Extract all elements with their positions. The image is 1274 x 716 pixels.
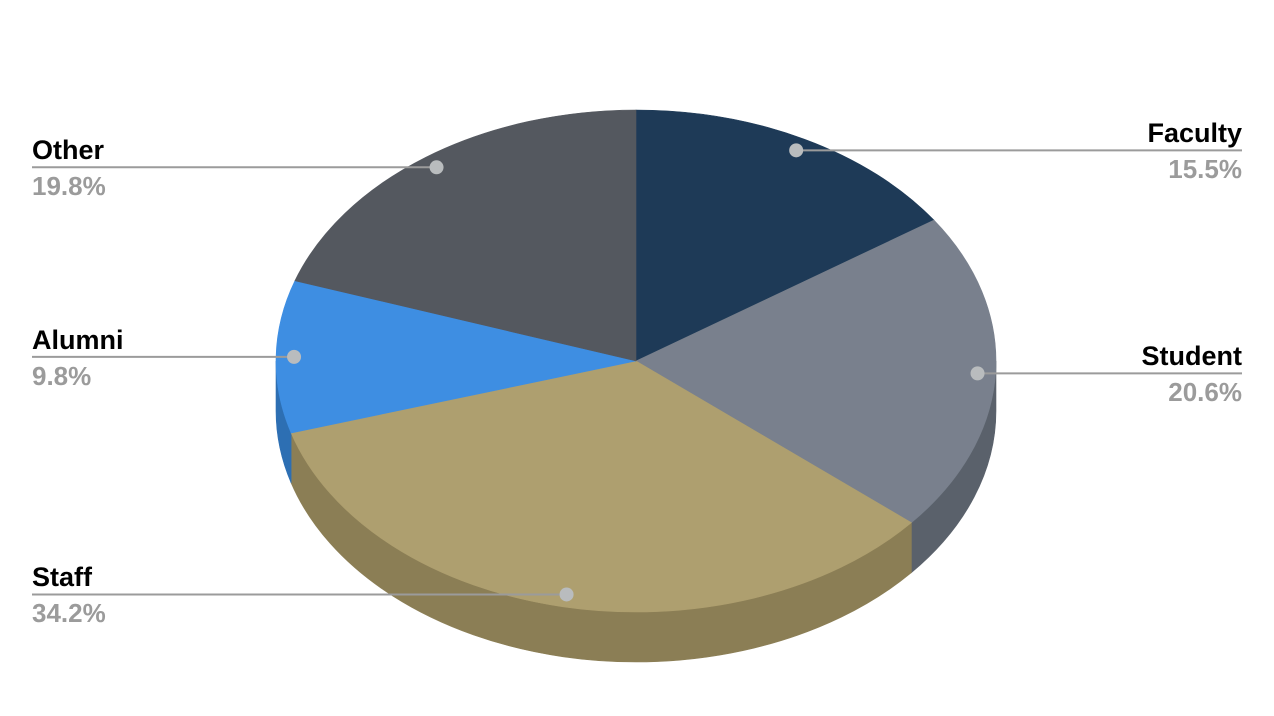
leader-dot-staff bbox=[559, 587, 574, 602]
leader-dot-alumni bbox=[287, 349, 302, 364]
pie-slice-other bbox=[294, 109, 637, 362]
leader-dot-other bbox=[429, 160, 444, 175]
leader-dot-student bbox=[970, 366, 985, 381]
pie-slice-staff bbox=[290, 360, 912, 613]
pie-slice-faculty bbox=[635, 109, 935, 362]
leader-dot-faculty bbox=[789, 143, 804, 158]
